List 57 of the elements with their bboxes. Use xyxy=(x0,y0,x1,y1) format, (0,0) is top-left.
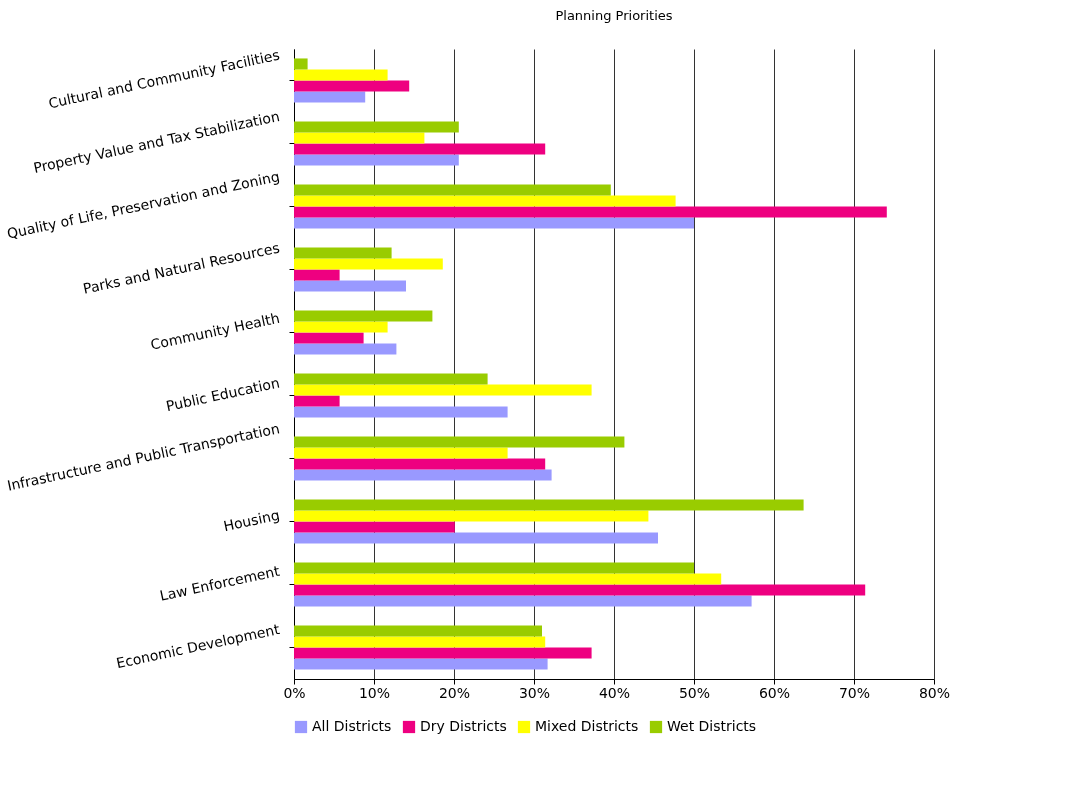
bar xyxy=(294,532,658,544)
bar xyxy=(294,143,546,155)
bar xyxy=(294,521,455,533)
bar xyxy=(294,406,508,418)
bar xyxy=(294,58,308,70)
bar xyxy=(294,332,364,344)
bar xyxy=(294,469,552,481)
bar xyxy=(294,458,546,470)
chart-title: Planning Priorities xyxy=(555,8,673,24)
bar xyxy=(294,436,625,448)
x-tick-label: 80% xyxy=(918,684,951,701)
legend-label: All Districts xyxy=(312,718,392,734)
bar xyxy=(294,595,752,607)
bar xyxy=(294,625,542,637)
bar xyxy=(294,373,488,385)
bar xyxy=(294,510,649,522)
y-tick-label: Public Education xyxy=(164,374,281,415)
bar xyxy=(294,447,508,459)
bar xyxy=(294,121,459,133)
bar xyxy=(294,562,694,574)
x-tick-label: 60% xyxy=(758,684,791,701)
bar xyxy=(294,321,388,333)
bar xyxy=(294,310,433,322)
bar xyxy=(294,636,546,648)
bar xyxy=(294,573,722,585)
bar xyxy=(294,395,340,407)
bar xyxy=(294,132,425,144)
x-tick-label: 50% xyxy=(678,684,711,701)
x-tick-label: 0% xyxy=(283,684,306,701)
bar xyxy=(294,217,694,229)
bar xyxy=(294,647,592,659)
bar xyxy=(294,154,459,166)
bar xyxy=(294,584,866,596)
bar xyxy=(294,280,406,292)
bar xyxy=(294,80,410,92)
bar xyxy=(294,658,548,670)
legend-label: Wet Districts xyxy=(667,718,757,734)
bar xyxy=(294,69,388,81)
bar xyxy=(294,247,392,259)
bar xyxy=(294,184,611,196)
legend-label: Dry Districts xyxy=(420,718,507,734)
bar xyxy=(294,91,366,103)
bar xyxy=(294,499,804,511)
legend-label: Mixed Districts xyxy=(535,718,639,734)
x-tick-label: 20% xyxy=(438,684,471,701)
x-tick-label: 70% xyxy=(838,684,871,701)
bar xyxy=(294,384,592,396)
y-tick-label: Parks and Natural Resources xyxy=(81,239,281,297)
bar xyxy=(294,258,443,270)
bar xyxy=(294,343,397,355)
bar xyxy=(294,206,887,218)
x-tick-label: 30% xyxy=(518,684,551,701)
x-tick-label: 10% xyxy=(358,684,391,701)
y-tick-label: Housing xyxy=(221,506,281,535)
bar xyxy=(294,269,340,281)
bar xyxy=(294,195,676,207)
x-tick-label: 40% xyxy=(598,684,631,701)
